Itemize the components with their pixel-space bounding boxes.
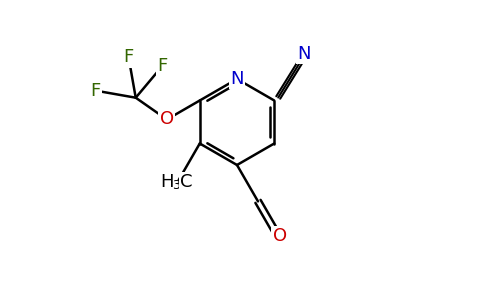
Text: F: F: [157, 57, 167, 75]
Text: N: N: [297, 44, 311, 62]
Text: H: H: [160, 173, 173, 191]
Text: C: C: [180, 173, 192, 191]
Text: F: F: [90, 82, 100, 100]
Text: F: F: [123, 48, 133, 66]
Text: O: O: [273, 227, 287, 245]
Text: N: N: [230, 70, 244, 88]
Text: O: O: [160, 110, 174, 128]
Text: 3: 3: [172, 179, 180, 192]
